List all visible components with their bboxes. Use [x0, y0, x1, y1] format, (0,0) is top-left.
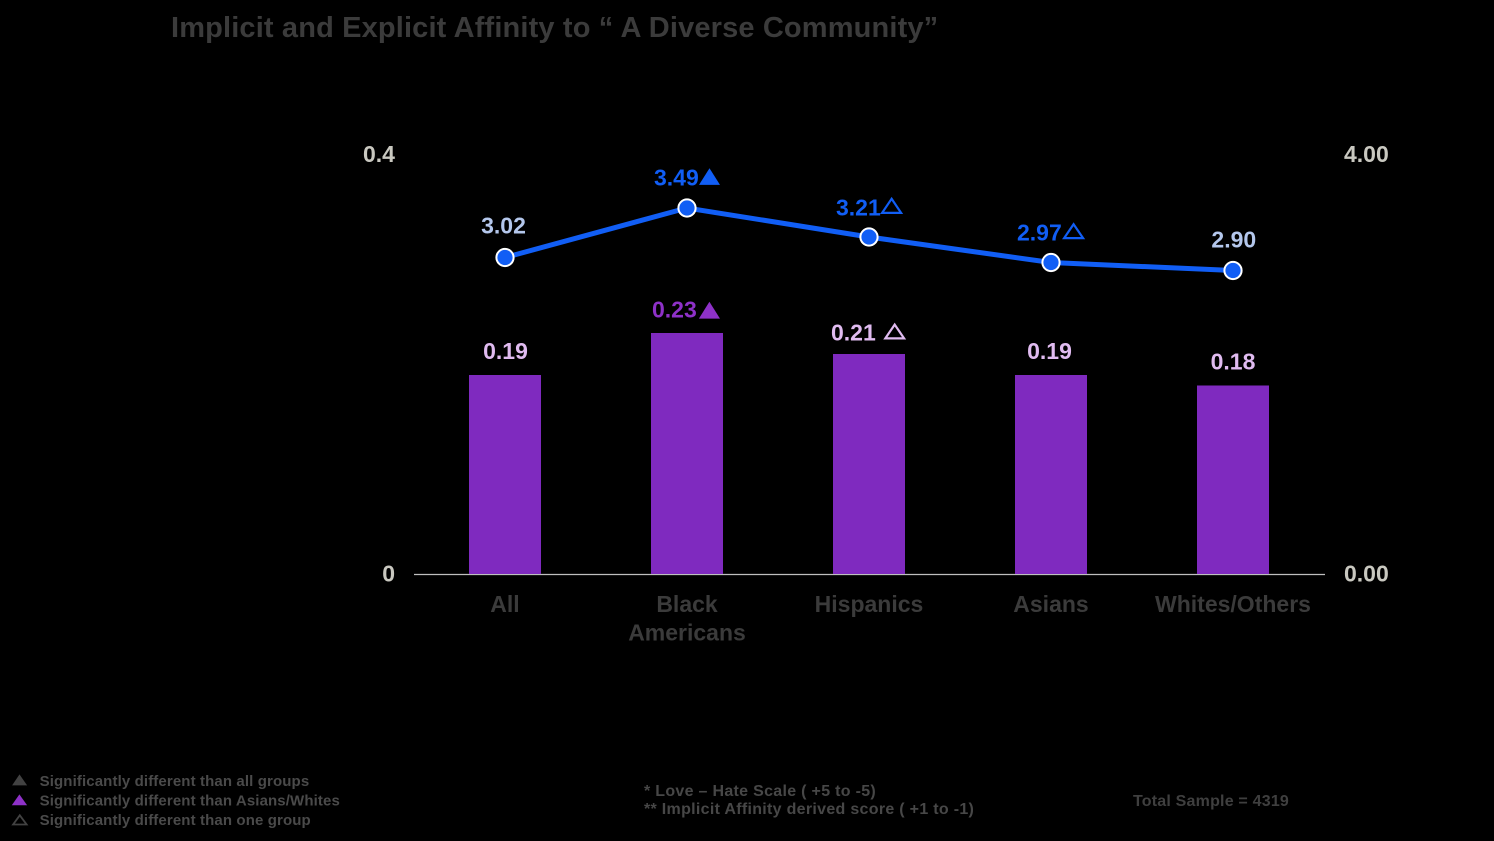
svg-text:** Implicit Affinity derived: ** Implicit Affinity derived score ( +1 …: [644, 801, 974, 818]
svg-text:Implicit and Explicit Affinity: Implicit and Explicit Affinity to “ A Di…: [171, 12, 938, 44]
svg-text:0.19: 0.19: [483, 338, 528, 364]
svg-text:0.21: 0.21: [831, 320, 876, 346]
svg-text:0.4: 0.4: [363, 141, 395, 167]
svg-text:Significantly different than A: Significantly different than Asians/Whit…: [40, 793, 340, 810]
svg-text:0.18: 0.18: [1211, 349, 1256, 375]
svg-text:All: All: [490, 591, 519, 617]
svg-text:Significantly different than o: Significantly different than one group: [40, 812, 311, 829]
svg-text:0.23: 0.23: [652, 297, 697, 323]
svg-text:2.97: 2.97: [1017, 219, 1062, 245]
svg-text:Whites/Others: Whites/Others: [1155, 591, 1311, 617]
svg-text:Black: Black: [656, 591, 718, 617]
svg-text:3.02: 3.02: [481, 213, 526, 239]
svg-text:Significantly different than a: Significantly different than all groups: [40, 773, 310, 790]
svg-text:Americans: Americans: [628, 620, 746, 646]
svg-text:0.19: 0.19: [1027, 338, 1072, 364]
svg-text:2.90: 2.90: [1211, 227, 1256, 253]
svg-text:3.21: 3.21: [836, 194, 881, 220]
svg-text:3.49: 3.49: [654, 164, 699, 190]
svg-text:* Love – Hate Scale ( +5 to -: * Love – Hate Scale ( +5 to -5): [644, 783, 876, 800]
svg-text:4.00: 4.00: [1344, 141, 1389, 167]
svg-text:0: 0: [382, 561, 395, 587]
svg-text:0.00: 0.00: [1344, 561, 1389, 587]
svg-text:Hispanics: Hispanics: [815, 591, 924, 617]
svg-text:Total Sample = 4319: Total Sample = 4319: [1133, 793, 1289, 810]
svg-text:Asians: Asians: [1013, 591, 1088, 617]
